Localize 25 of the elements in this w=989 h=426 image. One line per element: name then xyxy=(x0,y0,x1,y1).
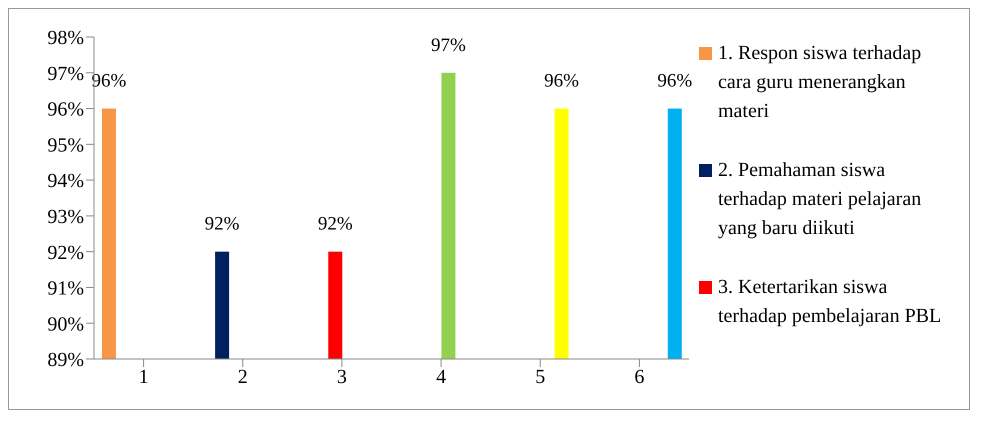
y-tick-label: 91% xyxy=(47,278,84,300)
y-tick-label: 89% xyxy=(47,349,84,372)
x-tick-label: 4 xyxy=(436,366,446,388)
x-tick-label: 6 xyxy=(634,366,644,388)
x-tick-label: 5 xyxy=(535,366,546,388)
legend-label: 1. Respon siswa terhadap cara guru menerangkan materi xyxy=(718,41,922,124)
data-label: 92% xyxy=(204,214,240,235)
y-tick-label: 93% xyxy=(47,206,84,228)
y-tick-label: 97% xyxy=(47,62,84,85)
legend-label: 2. Pemahaman siswa terhadap materi pelajaran yang baru diikuti xyxy=(718,158,922,241)
y-tick-label: 92% xyxy=(47,242,84,264)
y-tick-label: 98% xyxy=(47,27,84,50)
y-tick-label: 90% xyxy=(47,313,84,336)
x-tick-label: 3 xyxy=(336,366,347,388)
y-tick-label: 94% xyxy=(47,170,84,192)
y-tick-label: 96% xyxy=(47,98,84,121)
data-label: 97% xyxy=(431,34,466,56)
data-label: 96% xyxy=(544,70,580,92)
x-tick-label: 1 xyxy=(138,366,149,388)
y-tick-label: 95% xyxy=(47,134,84,156)
data-label: 96% xyxy=(92,70,127,92)
data-label: 92% xyxy=(318,214,353,235)
data-label: 96% xyxy=(657,70,692,92)
x-tick-label: 2 xyxy=(238,366,248,388)
legend-label: 3. Ketertarikan siswa terhadap pembelajaran PBL xyxy=(718,275,942,329)
